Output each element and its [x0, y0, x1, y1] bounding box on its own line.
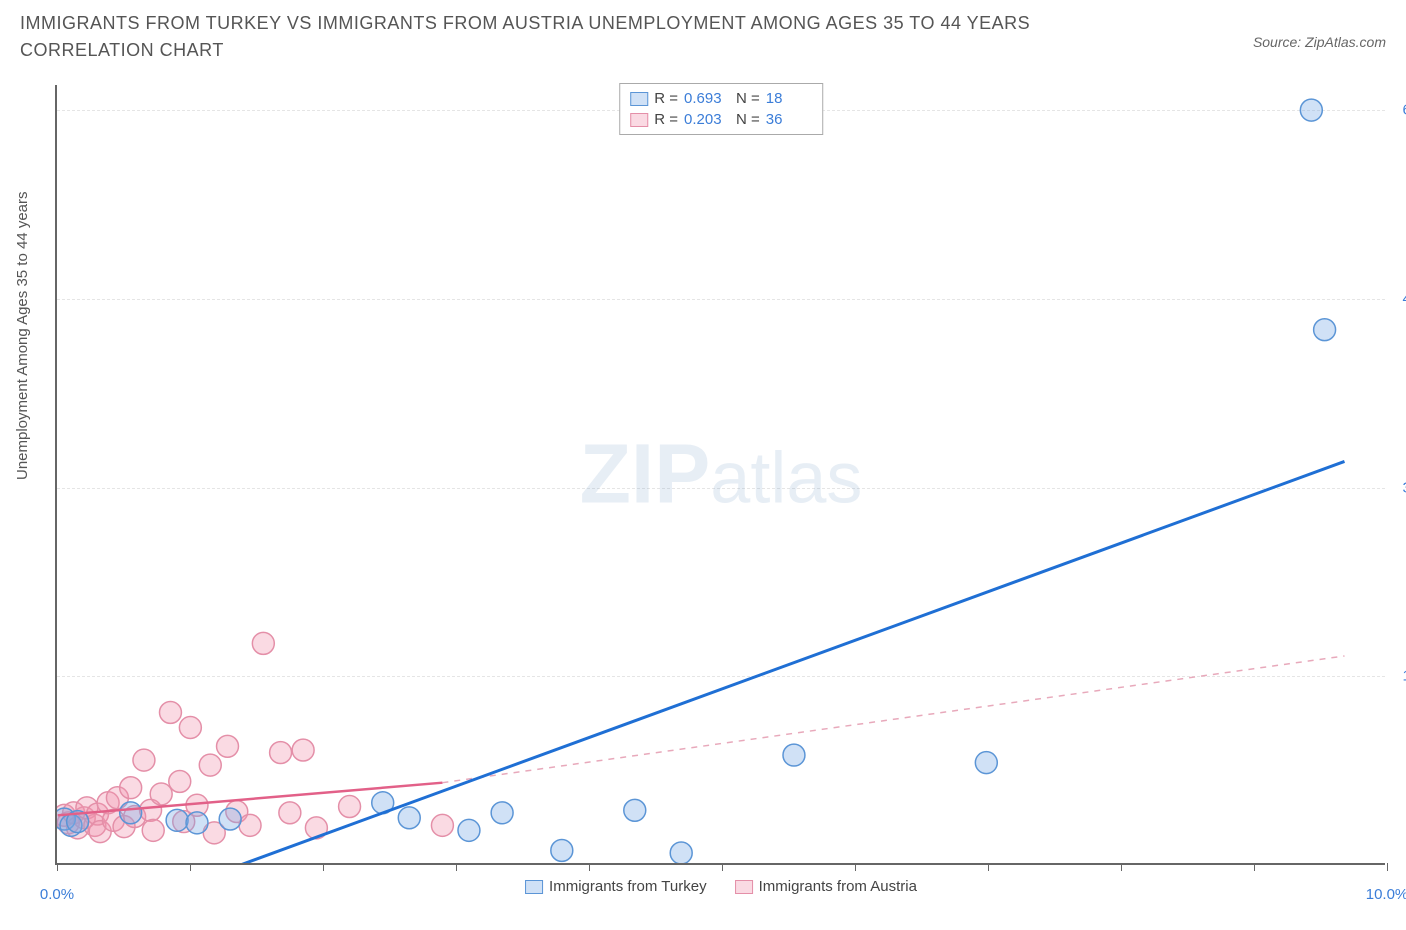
- x-tick-label: 0.0%: [40, 886, 74, 903]
- chart-source: Source: ZipAtlas.com: [1253, 34, 1386, 50]
- stat-r-label: R =: [654, 88, 678, 109]
- austria-legend-swatch-icon: [735, 880, 753, 894]
- stat-row-austria: R = 0.203 N = 36: [630, 109, 812, 130]
- x-tick: [1121, 863, 1122, 871]
- stat-n-label: N =: [736, 88, 760, 109]
- legend-austria: Immigrants from Austria: [735, 878, 917, 895]
- x-tick: [722, 863, 723, 871]
- x-tick: [456, 863, 457, 871]
- stat-r-label: R =: [654, 109, 678, 130]
- header: IMMIGRANTS FROM TURKEY VS IMMIGRANTS FRO…: [0, 0, 1406, 64]
- y-tick-label: 45.0%: [1402, 290, 1406, 307]
- x-tick: [855, 863, 856, 871]
- turkey-legend-swatch-icon: [525, 880, 543, 894]
- legend-turkey-label: Immigrants from Turkey: [549, 878, 707, 895]
- x-tick: [1254, 863, 1255, 871]
- stat-r-turkey: 0.693: [684, 88, 730, 109]
- y-tick-label: 30.0%: [1402, 479, 1406, 496]
- chart-area: ZIPatlas R = 0.693 N = 18 R = 0.203 N = …: [55, 85, 1385, 865]
- y-axis-label: Unemployment Among Ages 35 to 44 years: [14, 191, 31, 480]
- correlation-stats-box: R = 0.693 N = 18 R = 0.203 N = 36: [619, 83, 823, 135]
- stat-n-label: N =: [736, 109, 760, 130]
- x-tick-label: 10.0%: [1366, 886, 1406, 903]
- scatter-plot-svg: [57, 85, 1385, 863]
- x-tick: [1387, 863, 1388, 871]
- legend: Immigrants from Turkey Immigrants from A…: [525, 878, 917, 895]
- legend-turkey: Immigrants from Turkey: [525, 878, 707, 895]
- x-tick: [190, 863, 191, 871]
- turkey-swatch-icon: [630, 92, 648, 106]
- stat-row-turkey: R = 0.693 N = 18: [630, 88, 812, 109]
- stat-n-turkey: 18: [766, 88, 812, 109]
- x-tick: [589, 863, 590, 871]
- y-tick-label: 15.0%: [1402, 668, 1406, 685]
- stat-r-austria: 0.203: [684, 109, 730, 130]
- x-tick: [988, 863, 989, 871]
- x-tick: [57, 863, 58, 871]
- stat-n-austria: 36: [766, 109, 812, 130]
- y-tick-label: 60.0%: [1402, 102, 1406, 119]
- x-tick: [323, 863, 324, 871]
- austria-swatch-icon: [630, 113, 648, 127]
- chart-title: IMMIGRANTS FROM TURKEY VS IMMIGRANTS FRO…: [20, 10, 1120, 64]
- legend-austria-label: Immigrants from Austria: [759, 878, 917, 895]
